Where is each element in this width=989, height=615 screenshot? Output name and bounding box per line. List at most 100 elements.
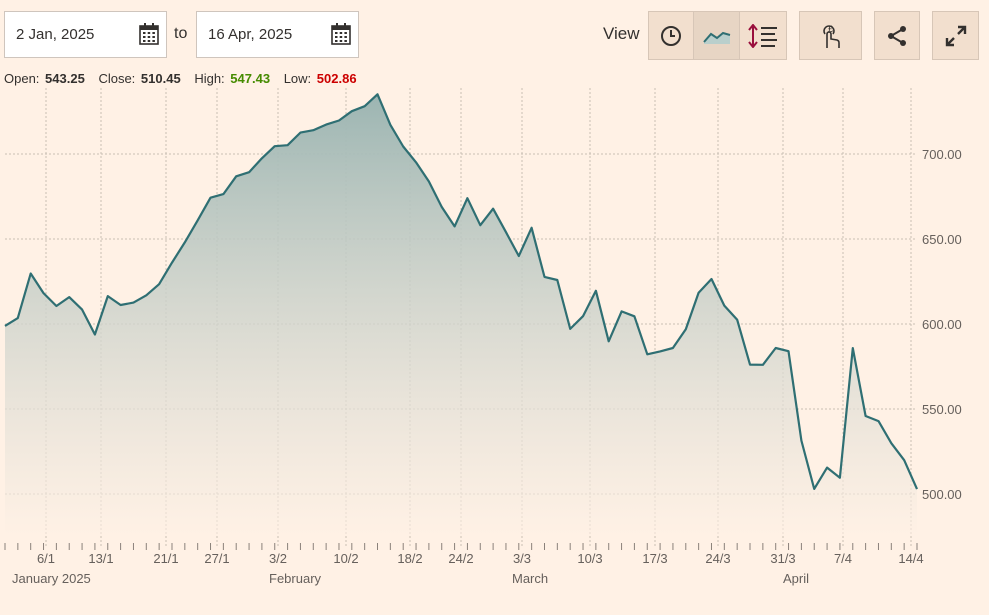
view-label: View [603,24,640,43]
svg-text:£: £ [828,24,833,34]
data-point[interactable] [748,363,752,367]
data-point[interactable] [478,223,482,227]
data-point[interactable] [620,309,624,313]
data-point[interactable] [877,419,881,423]
data-point[interactable] [67,295,71,299]
x-tick-label: 3/3 [513,551,531,566]
data-point[interactable] [324,123,328,127]
data-point[interactable] [774,346,778,350]
data-point[interactable] [697,291,701,295]
data-point[interactable] [247,170,251,174]
data-point[interactable] [427,180,431,184]
calendar-icon[interactable] [331,23,351,45]
data-point[interactable] [722,304,726,308]
data-point[interactable] [491,207,495,211]
data-point[interactable] [196,218,200,222]
expand-icon [945,25,966,46]
data-point[interactable] [684,327,688,331]
data-point[interactable] [93,333,97,337]
data-point[interactable] [260,156,264,160]
data-point[interactable] [645,352,649,356]
data-point[interactable] [543,275,547,279]
axis-scale-icon [748,23,777,48]
data-point[interactable] [209,196,213,200]
data-point[interactable] [414,160,418,164]
data-point[interactable] [889,441,893,445]
data-point[interactable] [183,240,187,244]
data-point[interactable] [170,261,174,265]
data-point[interactable] [234,174,238,178]
time-range-button[interactable] [648,11,694,60]
low-label: Low: [283,71,312,86]
data-point[interactable] [376,92,380,96]
price-chart[interactable]: 500.00 550.00 600.00 650.00 700.00 6/1 13/1 21/… [0,88,989,600]
chart-type-button[interactable] [693,11,740,60]
expand-button[interactable] [932,11,979,60]
data-point[interactable] [851,346,855,350]
calendar-icon[interactable] [139,23,159,45]
data-point[interactable] [132,301,136,305]
line-chart-icon [702,31,730,44]
data-point[interactable] [298,131,302,135]
currency-button[interactable]: £ [799,11,862,60]
data-point[interactable] [54,304,58,308]
data-point[interactable] [363,104,367,108]
data-point[interactable] [671,346,675,350]
data-point[interactable] [864,414,868,418]
data-point[interactable] [594,289,598,293]
data-point[interactable] [453,224,457,228]
data-point[interactable] [311,128,315,132]
data-point[interactable] [799,439,803,443]
data-point[interactable] [710,277,714,281]
data-point[interactable] [581,314,585,318]
data-point[interactable] [42,291,46,295]
data-point[interactable] [440,205,444,209]
data-point[interactable] [658,349,662,353]
data-point[interactable] [3,324,7,328]
axis-scale-button[interactable] [739,11,787,60]
x-tick-label: 17/3 [642,551,667,566]
data-point[interactable] [517,254,521,258]
share-button[interactable] [874,11,920,60]
date-to-value: 16 Apr, 2025 [208,26,293,43]
data-point[interactable] [144,293,148,297]
data-point[interactable] [337,119,341,123]
x-tick-label: 3/2 [269,551,287,566]
data-point[interactable] [915,487,919,491]
date-to-input[interactable]: 16 Apr, 2025 [196,11,359,58]
data-point[interactable] [157,282,161,286]
data-point[interactable] [838,476,842,480]
data-point[interactable] [80,308,84,312]
data-point[interactable] [286,143,290,147]
data-point[interactable] [568,327,572,331]
x-month-label: March [512,571,548,586]
data-point[interactable] [106,294,110,298]
data-point[interactable] [350,109,354,113]
data-point[interactable] [29,272,33,276]
data-point[interactable] [735,318,739,322]
low-value: 502.86 [316,71,357,86]
data-point[interactable] [465,196,469,200]
data-point[interactable] [555,278,559,282]
x-tick-label: 6/1 [37,551,55,566]
data-point[interactable] [388,123,392,127]
data-point[interactable] [401,145,405,149]
data-point[interactable] [273,144,277,148]
data-point[interactable] [504,230,508,234]
data-point[interactable] [761,363,765,367]
data-point[interactable] [812,487,816,491]
data-point[interactable] [632,314,636,318]
data-point[interactable] [16,316,20,320]
data-point[interactable] [825,466,829,470]
data-point[interactable] [530,226,534,230]
x-tick-label: 7/4 [834,551,852,566]
data-point[interactable] [607,339,611,343]
open-value: 543.25 [45,71,85,86]
data-point[interactable] [221,192,225,196]
data-point[interactable] [119,303,123,307]
high-label: High: [194,71,225,86]
date-from-input[interactable]: 2 Jan, 2025 [4,11,167,58]
data-point[interactable] [787,349,791,353]
y-tick-label: 550.00 [922,402,962,417]
data-point[interactable] [902,458,906,462]
